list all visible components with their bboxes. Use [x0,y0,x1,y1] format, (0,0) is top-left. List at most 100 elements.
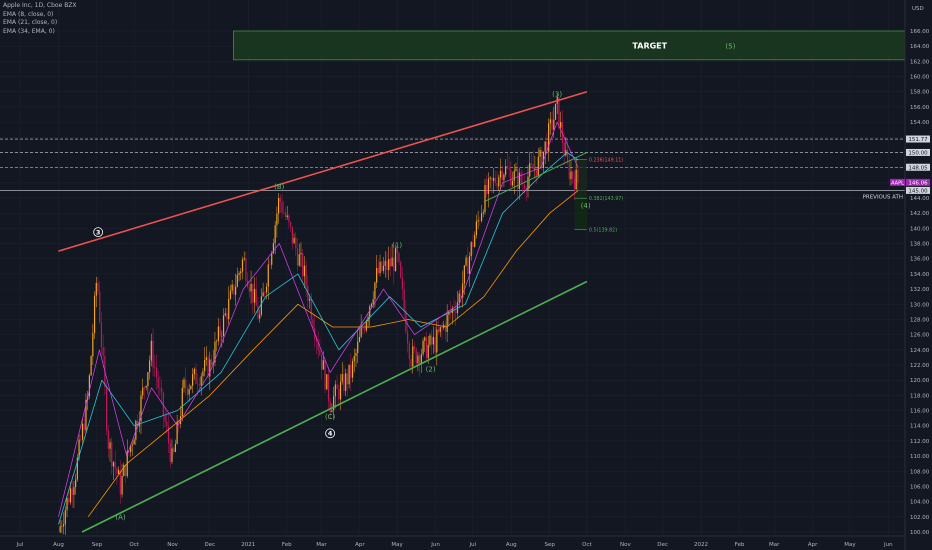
candle-body [97,282,99,292]
price-tick-label: 104.00 [910,500,930,506]
candle-body [427,344,429,359]
candle-body [363,329,366,331]
level-tag-bg [906,186,930,194]
candle-body [236,274,238,287]
price-axis[interactable]: USD 166.00 164.00 162.00 160.00 158.00 156.00 1… [910,6,930,536]
candle-body [111,442,113,467]
candle-body [496,183,498,187]
candle-body [563,142,565,156]
candle-body [515,168,517,171]
candle-body [73,487,75,495]
ema-34-legend[interactable]: EMA (34, EMA, 0) [3,27,55,35]
candle-body [439,326,441,333]
candle-body [434,337,436,353]
candle-body [130,445,132,453]
candle-body [302,253,304,277]
time-tick-label: Oct [582,542,592,548]
candle-body [357,341,359,353]
price-tick-label: 158.00 [910,90,930,96]
lower-channel-line [81,280,588,533]
candle-body [379,261,381,274]
price-tick-label: 138.00 [910,242,930,248]
candle-body [164,415,166,422]
candle-body [384,260,386,266]
candle-body [377,268,379,274]
price-tick-label: 166.00 [910,29,930,35]
candle-body [257,305,259,319]
candle-body [202,371,204,377]
fib-label: 0.236(149.11) [589,157,623,163]
candle-body [222,315,225,336]
candle-body [140,395,142,422]
candle-body [310,298,312,320]
ema-8-legend[interactable]: EMA (8, close, 0) [3,10,54,18]
candle-body [436,329,438,353]
price-tick-label: 162.00 [910,59,930,65]
time-tick-label: Oct [129,542,139,548]
candle-body [118,470,120,475]
price-unit-label: USD [912,6,924,12]
candle-body [391,257,393,267]
candle-body [410,359,412,367]
candle-body [114,462,116,469]
time-axis[interactable]: Jul Aug Sep Oct Nov Dec 2021 Feb Mar Apr May Jun Jul… [16,542,893,548]
candle-body [315,338,318,342]
wave-label: (2) [426,365,436,373]
candle-body [231,284,233,291]
candle-body [59,526,61,532]
price-tick-label: 122.00 [910,363,930,369]
candle-body [267,264,269,287]
candle-body [167,426,170,444]
candle-body [245,258,247,281]
candle-body [566,149,569,163]
candle-body [322,360,324,370]
candle-body [530,163,533,165]
candle-body [491,177,493,181]
candle-body [195,368,197,384]
candle-body [190,385,192,390]
candle-body [456,302,459,313]
candle-body [501,170,503,181]
candle-body [479,220,481,221]
candle-body [207,357,209,377]
candle-body [205,357,207,361]
time-tick-label: Feb [282,542,292,548]
candle-body [422,340,424,355]
candle-body [381,261,383,271]
candle-body [186,388,189,395]
candle-body [506,166,508,168]
candle-body [449,311,452,314]
symbol-title[interactable]: Apple Inc, 1D, Cboe BZX [3,2,77,9]
upper-channel-line [58,90,588,252]
time-tick-label: 2022 [694,542,708,548]
target-zone [233,30,906,61]
candle-body [534,168,536,170]
candle-body [241,259,244,272]
level-tag-bg [906,163,930,171]
candle-body [159,388,161,389]
ema-layer [58,121,579,525]
candle-body [486,185,488,195]
candle-body [105,387,108,431]
level-tag-bg [906,148,930,156]
ema-21-legend[interactable]: EMA (21, close, 0) [3,19,58,26]
level-tag: 150.00 [908,150,928,156]
candle-body [210,359,213,365]
candle-body [95,282,97,296]
candle-body [123,464,125,477]
candle-body [154,367,156,368]
candle-body [376,268,378,283]
price-tick-label: 160.00 [910,75,930,81]
candle-body [403,288,405,311]
wave-label: 3 [96,228,101,236]
symbol-tag: AAPL [891,180,904,186]
candle-body [351,361,354,378]
candle-body [128,450,130,453]
candle-body [107,430,109,449]
time-tick-label: Sep [545,542,556,548]
candle-body [291,226,293,244]
candle-body [229,290,232,299]
price-tick-label: 132.00 [910,287,930,293]
